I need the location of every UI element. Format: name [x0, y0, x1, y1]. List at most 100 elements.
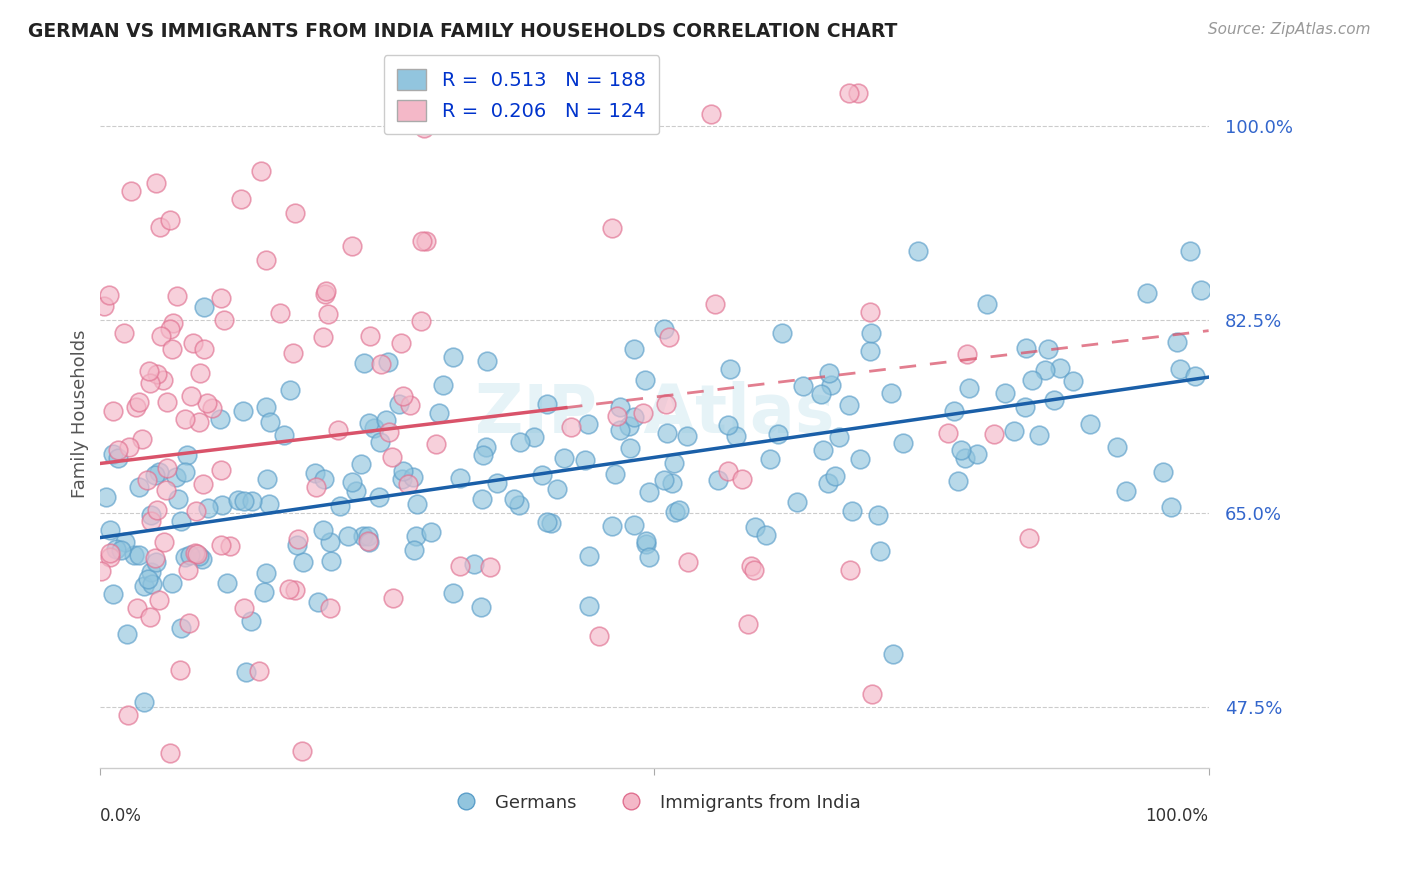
Point: [191, 476, 214, 491]
Point: [508, 499, 530, 513]
Point: [425, 437, 447, 451]
Point: [758, 451, 780, 466]
Point: [742, 563, 765, 577]
Point: [114, 535, 136, 549]
Point: [717, 418, 740, 433]
Point: [1021, 373, 1043, 387]
Point: [195, 396, 218, 410]
Point: [470, 600, 492, 615]
Text: ZIP  Atlas: ZIP Atlas: [475, 381, 834, 447]
Point: [661, 475, 683, 490]
Point: [136, 473, 159, 487]
Point: [292, 555, 315, 569]
Point: [103, 587, 125, 601]
Point: [357, 534, 380, 549]
Point: [609, 400, 631, 414]
Point: [152, 373, 174, 387]
Point: [737, 617, 759, 632]
Point: [312, 330, 335, 344]
Point: [176, 448, 198, 462]
Point: [120, 184, 142, 198]
Point: [859, 343, 882, 358]
Text: GERMAN VS IMMIGRANTS FROM INDIA FAMILY HOUSEHOLDS CORRELATION CHART: GERMAN VS IMMIGRANTS FROM INDIA FAMILY H…: [28, 22, 897, 41]
Point: [233, 493, 256, 508]
Point: [98, 546, 121, 560]
Point: [603, 467, 626, 482]
Point: [1136, 286, 1159, 301]
Point: [180, 389, 202, 403]
Point: [1107, 440, 1129, 454]
Text: 100.0%: 100.0%: [1146, 806, 1209, 824]
Point: [170, 514, 193, 528]
Point: [956, 346, 979, 360]
Point: [167, 491, 190, 506]
Point: [678, 555, 700, 569]
Point: [731, 472, 754, 486]
Point: [536, 515, 558, 529]
Point: [838, 86, 860, 100]
Point: [179, 548, 201, 562]
Point: [443, 102, 465, 116]
Point: [162, 316, 184, 330]
Point: [578, 549, 600, 563]
Point: [485, 475, 508, 490]
Point: [145, 503, 167, 517]
Point: [810, 386, 832, 401]
Point: [139, 610, 162, 624]
Point: [173, 549, 195, 564]
Point: [98, 523, 121, 537]
Point: [949, 443, 972, 458]
Point: [377, 816, 399, 830]
Point: [287, 532, 309, 546]
Point: [619, 441, 641, 455]
Point: [125, 601, 148, 615]
Point: [449, 471, 471, 485]
Point: [391, 472, 413, 486]
Point: [326, 423, 349, 437]
Point: [368, 490, 391, 504]
Point: [585, 86, 607, 100]
Point: [868, 508, 890, 522]
Point: [160, 342, 183, 356]
Point: [357, 529, 380, 543]
Point: [617, 419, 640, 434]
Point: [277, 582, 299, 596]
Point: [149, 219, 172, 234]
Point: [307, 595, 329, 609]
Point: [138, 363, 160, 377]
Point: [770, 326, 793, 340]
Point: [101, 404, 124, 418]
Point: [183, 546, 205, 560]
Point: [638, 550, 661, 565]
Point: [232, 404, 254, 418]
Point: [110, 543, 132, 558]
Point: [283, 346, 305, 360]
Point: [389, 335, 412, 350]
Point: [966, 447, 988, 461]
Point: [602, 518, 624, 533]
Point: [128, 395, 150, 409]
Point: [278, 383, 301, 397]
Point: [1062, 374, 1084, 388]
Point: [382, 591, 405, 605]
Point: [235, 665, 257, 679]
Point: [818, 366, 841, 380]
Point: [107, 451, 129, 466]
Point: [588, 628, 610, 642]
Point: [415, 234, 437, 248]
Point: [319, 535, 342, 549]
Point: [399, 398, 422, 412]
Point: [259, 415, 281, 429]
Point: [186, 547, 208, 561]
Point: [193, 342, 215, 356]
Point: [173, 411, 195, 425]
Point: [849, 452, 872, 467]
Point: [118, 440, 141, 454]
Point: [188, 549, 211, 563]
Point: [859, 304, 882, 318]
Point: [352, 529, 374, 543]
Point: [839, 563, 862, 577]
Point: [319, 600, 342, 615]
Point: [707, 473, 730, 487]
Point: [305, 480, 328, 494]
